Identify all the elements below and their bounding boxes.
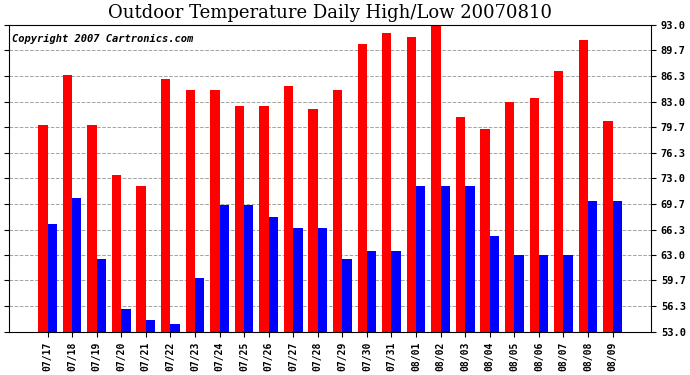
Bar <box>539 255 549 332</box>
Bar <box>579 40 588 332</box>
Bar <box>514 255 524 332</box>
Bar <box>441 186 450 332</box>
Bar <box>210 90 219 332</box>
Bar <box>406 37 416 332</box>
Bar <box>293 228 302 332</box>
Bar <box>465 186 475 332</box>
Bar <box>613 201 622 332</box>
Bar <box>342 259 352 332</box>
Bar <box>219 205 229 332</box>
Bar <box>195 278 204 332</box>
Bar <box>490 236 499 332</box>
Bar <box>391 251 401 332</box>
Bar <box>38 125 48 332</box>
Bar <box>554 71 564 332</box>
Bar <box>48 224 57 332</box>
Bar <box>268 217 278 332</box>
Bar <box>88 125 97 332</box>
Bar <box>505 102 514 332</box>
Bar <box>431 25 441 332</box>
Bar <box>603 121 613 332</box>
Bar <box>170 324 179 332</box>
Text: Copyright 2007 Cartronics.com: Copyright 2007 Cartronics.com <box>12 34 193 44</box>
Bar <box>564 255 573 332</box>
Bar <box>284 86 293 332</box>
Bar <box>121 309 130 332</box>
Bar <box>333 90 342 332</box>
Bar <box>456 117 465 332</box>
Bar <box>529 98 539 332</box>
Bar <box>480 129 490 332</box>
Bar <box>357 44 367 332</box>
Bar <box>382 33 391 332</box>
Bar <box>416 186 426 332</box>
Bar <box>112 175 121 332</box>
Bar <box>186 90 195 332</box>
Bar <box>259 106 268 332</box>
Bar <box>244 205 253 332</box>
Bar <box>308 110 318 332</box>
Bar <box>588 201 598 332</box>
Bar <box>367 251 376 332</box>
Bar <box>137 186 146 332</box>
Bar <box>318 228 327 332</box>
Bar <box>97 259 106 332</box>
Title: Outdoor Temperature Daily High/Low 20070810: Outdoor Temperature Daily High/Low 20070… <box>108 4 552 22</box>
Bar <box>72 198 81 332</box>
Bar <box>63 75 72 332</box>
Bar <box>235 106 244 332</box>
Bar <box>146 320 155 332</box>
Bar <box>161 79 170 332</box>
